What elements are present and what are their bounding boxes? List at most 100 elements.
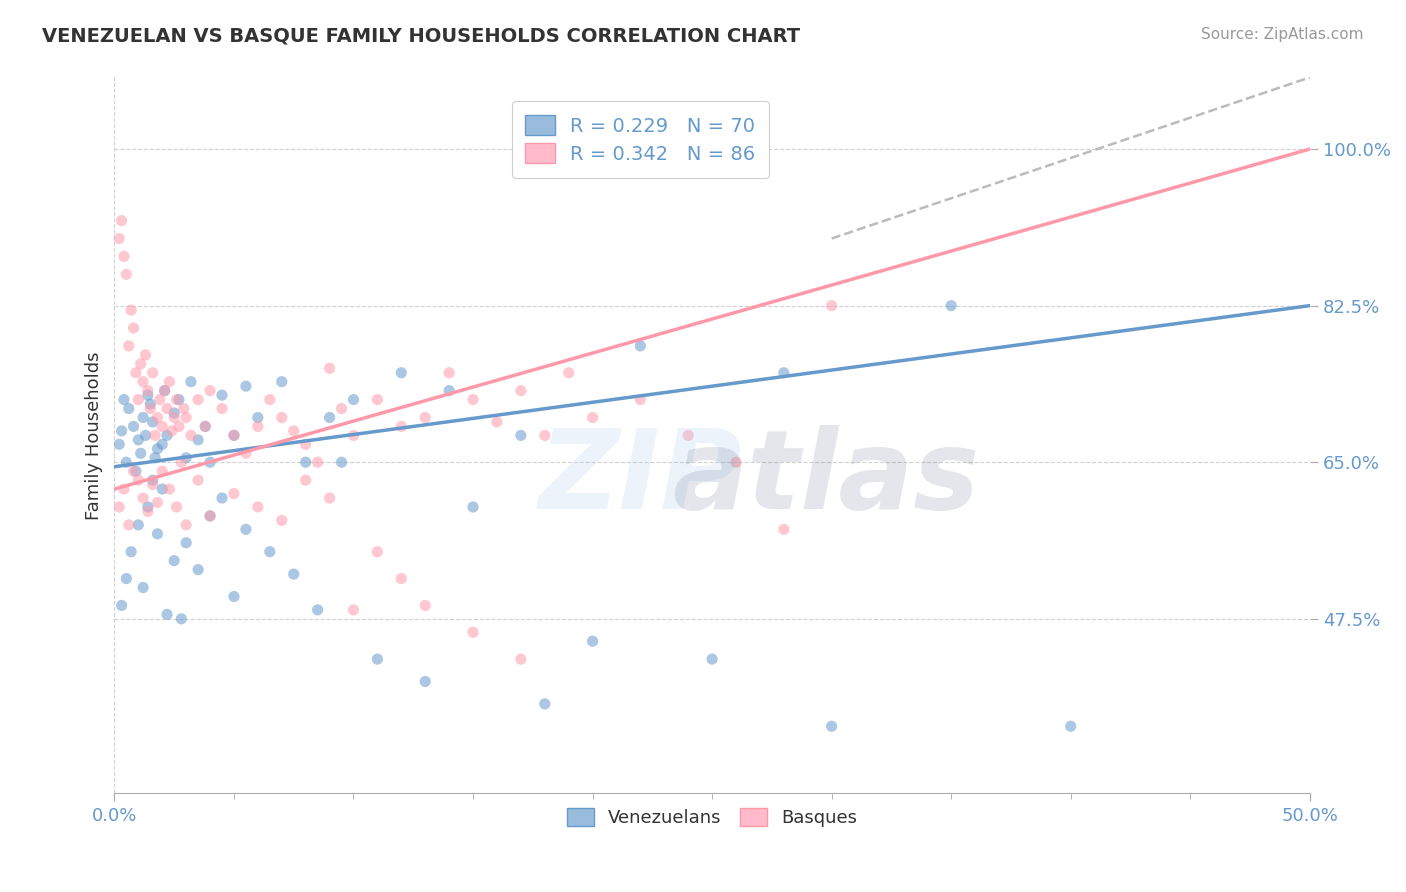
Point	[150, 482, 173, 496]
Point	[127, 433, 149, 447]
Point	[139, 397, 162, 411]
Point	[198, 455, 221, 469]
Point	[125, 366, 148, 380]
Point	[187, 563, 209, 577]
Point	[724, 455, 747, 469]
Point	[180, 375, 202, 389]
Point	[112, 482, 135, 496]
Point	[389, 366, 412, 380]
Point	[134, 428, 156, 442]
Text: ZIP: ZIP	[538, 425, 742, 532]
Point	[127, 473, 149, 487]
Point	[628, 339, 651, 353]
Point	[533, 428, 555, 442]
Point	[156, 428, 179, 442]
Point	[235, 379, 257, 393]
Point	[122, 464, 145, 478]
Point	[150, 464, 173, 478]
Point	[283, 567, 305, 582]
Point	[222, 428, 245, 442]
Point	[127, 517, 149, 532]
Point	[270, 410, 292, 425]
Point	[246, 500, 269, 514]
Point	[143, 450, 166, 465]
Point	[132, 581, 155, 595]
Point	[157, 482, 180, 496]
Point	[628, 392, 651, 407]
Point	[461, 500, 484, 514]
Point	[413, 410, 436, 425]
Point	[143, 428, 166, 442]
Point	[437, 366, 460, 380]
Point	[270, 513, 292, 527]
Point	[170, 455, 193, 469]
Point	[198, 384, 221, 398]
Point	[163, 406, 186, 420]
Point	[461, 392, 484, 407]
Point	[112, 249, 135, 263]
Point	[166, 392, 188, 407]
Point	[318, 361, 340, 376]
Point	[194, 419, 217, 434]
Point	[136, 384, 159, 398]
Point	[307, 455, 329, 469]
Point	[115, 572, 138, 586]
Point	[187, 392, 209, 407]
Point	[174, 410, 197, 425]
Point	[142, 473, 165, 487]
Text: atlas: atlas	[672, 425, 980, 532]
Point	[533, 697, 555, 711]
Point	[700, 652, 723, 666]
Point	[509, 652, 531, 666]
Point	[211, 388, 233, 402]
Point	[174, 450, 197, 465]
Point	[129, 446, 152, 460]
Point	[115, 455, 138, 469]
Point	[132, 375, 155, 389]
Point	[211, 491, 233, 505]
Point	[157, 375, 180, 389]
Point	[134, 348, 156, 362]
Point	[115, 268, 138, 282]
Point	[485, 415, 508, 429]
Point	[557, 366, 579, 380]
Point	[153, 384, 176, 398]
Point	[149, 392, 172, 407]
Point	[136, 388, 159, 402]
Legend: Venezuelans, Basques: Venezuelans, Basques	[560, 801, 865, 834]
Point	[283, 424, 305, 438]
Point	[146, 526, 169, 541]
Point	[156, 401, 179, 416]
Point	[581, 634, 603, 648]
Point	[110, 599, 132, 613]
Point	[180, 428, 202, 442]
Point	[132, 410, 155, 425]
Point	[389, 572, 412, 586]
Point	[166, 500, 188, 514]
Point	[132, 491, 155, 505]
Point	[437, 384, 460, 398]
Point	[198, 508, 221, 523]
Point	[389, 419, 412, 434]
Point	[120, 545, 142, 559]
Point	[110, 213, 132, 227]
Point	[294, 455, 316, 469]
Point	[163, 554, 186, 568]
Point	[167, 419, 190, 434]
Point	[167, 392, 190, 407]
Point	[294, 437, 316, 451]
Point	[163, 410, 186, 425]
Point	[318, 491, 340, 505]
Point	[222, 486, 245, 500]
Point	[156, 607, 179, 622]
Point	[142, 366, 165, 380]
Point	[211, 401, 233, 416]
Point	[581, 410, 603, 425]
Point	[174, 535, 197, 549]
Point	[153, 384, 176, 398]
Point	[139, 401, 162, 416]
Point	[174, 517, 197, 532]
Point	[246, 419, 269, 434]
Point	[118, 517, 141, 532]
Point	[198, 508, 221, 523]
